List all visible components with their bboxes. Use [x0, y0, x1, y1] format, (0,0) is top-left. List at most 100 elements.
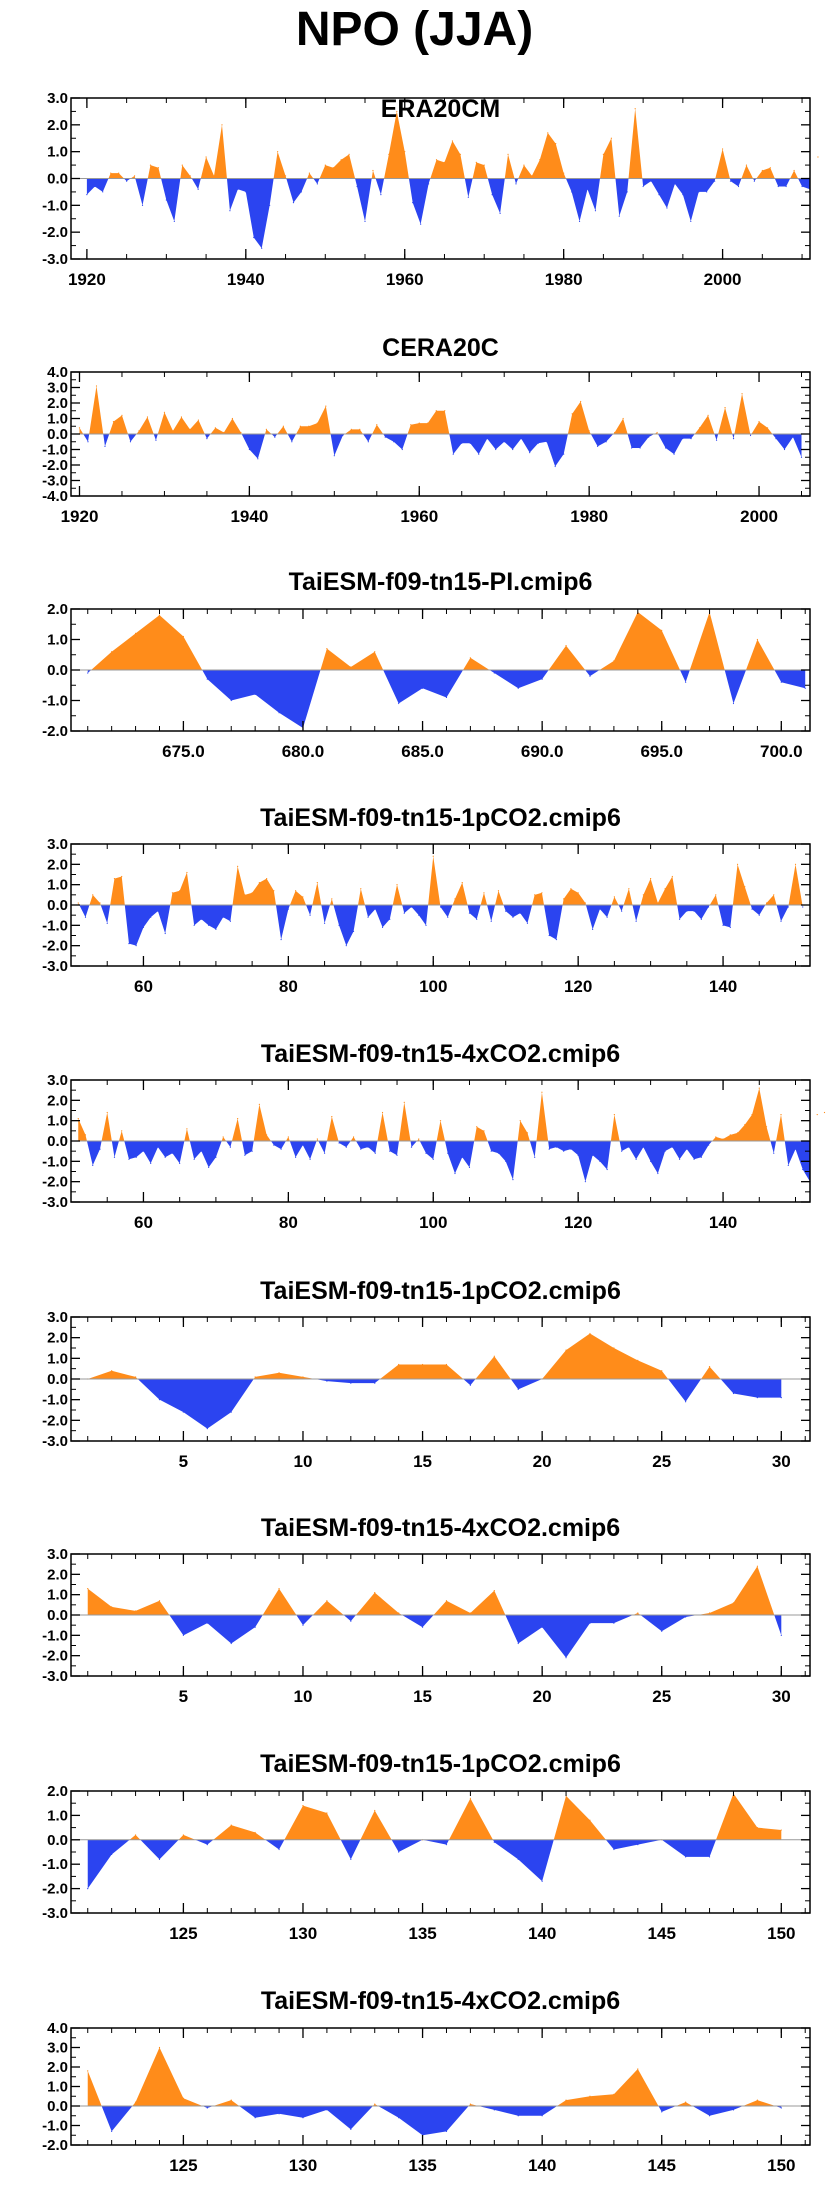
data-point: [685, 1616, 687, 1618]
x-tick-label: 675.0: [162, 742, 205, 761]
y-tick-label: -3.0: [42, 1668, 68, 1685]
x-tick-label: 695.0: [640, 742, 683, 761]
data-point: [614, 431, 616, 434]
data-point: [278, 712, 280, 714]
data-point: [766, 427, 769, 429]
data-point: [206, 1844, 208, 1846]
y-tick-label: 1.0: [47, 1807, 68, 1824]
data-point: [517, 687, 519, 689]
y-tick-label: 3.0: [47, 1546, 68, 1563]
y-tick-label: 1.0: [47, 877, 68, 894]
positive-area: [129, 1793, 782, 1840]
data-point: [432, 1158, 434, 1160]
data-point: [251, 1150, 253, 1152]
data-point: [326, 1600, 328, 1602]
data-point: [78, 427, 81, 429]
data-point: [208, 924, 210, 926]
data-point: [570, 888, 572, 890]
data-point: [157, 1146, 159, 1148]
data-point: [316, 882, 318, 884]
data-point: [637, 1612, 639, 1614]
data-point: [420, 223, 422, 225]
data-point: [547, 132, 549, 134]
data-point: [751, 908, 753, 910]
y-tick-label: 0.0: [47, 426, 68, 443]
data-point: [254, 2117, 256, 2119]
positive-area: [78, 856, 803, 905]
data-point: [602, 153, 605, 155]
data-point: [158, 1600, 161, 1602]
data-point: [244, 894, 246, 896]
data-point: [459, 153, 461, 155]
negative-area-group: [87, 1839, 716, 1889]
positive-area-group: [87, 2047, 782, 2106]
data-point: [541, 678, 543, 680]
data-point: [661, 2111, 663, 2113]
data-point: [182, 2097, 184, 2099]
data-point: [634, 108, 636, 110]
x-tick-label: 145: [648, 1924, 676, 1943]
data-point: [599, 1160, 601, 1162]
data-point: [142, 1150, 145, 1152]
data-point: [613, 1622, 615, 1624]
data-point: [493, 1590, 495, 1592]
data-point: [505, 1160, 507, 1162]
data-point: [106, 922, 108, 924]
data-point: [398, 702, 400, 705]
data-point: [99, 902, 101, 904]
data-point: [121, 414, 123, 416]
positive-area: [87, 612, 806, 670]
data-point: [443, 161, 446, 163]
data-point: [765, 1126, 768, 1128]
data-point: [182, 1634, 184, 1636]
y-tick-label: 3.0: [47, 1072, 68, 1089]
data-point: [356, 185, 358, 188]
data-point: [134, 1610, 137, 1612]
data-point: [787, 1164, 789, 1166]
data-point: [478, 453, 480, 455]
data-point: [360, 1148, 362, 1150]
data-point: [302, 2117, 304, 2119]
data-point: [380, 194, 382, 196]
data-point: [732, 702, 735, 705]
data-point: [410, 424, 412, 426]
y-tick-label: 1.0: [47, 1350, 68, 1367]
data-point: [164, 932, 166, 935]
y-tick-label: 0.0: [47, 897, 68, 914]
data-point: [237, 188, 239, 190]
y-tick-label: -2.0: [42, 1412, 68, 1429]
data-point: [594, 210, 597, 212]
data-point: [671, 1146, 673, 1148]
data-point: [626, 191, 628, 193]
data-point: [722, 1138, 724, 1140]
data-point: [134, 1376, 137, 1378]
panel-title: CERA20C: [382, 334, 499, 362]
y-tick-label: 3.0: [47, 2040, 68, 2057]
data-point: [661, 629, 663, 631]
data-point: [761, 169, 763, 172]
data-point: [613, 1113, 615, 1116]
data-point: [563, 898, 565, 900]
positive-area-group: [87, 1566, 782, 1615]
data-point: [99, 1148, 101, 1150]
data-point: [445, 696, 448, 699]
data-point: [110, 172, 112, 174]
data-point: [111, 1853, 113, 1856]
data-point: [589, 1622, 591, 1624]
data-point: [729, 926, 731, 928]
positive-area-group: [86, 108, 810, 179]
data-point: [374, 1809, 376, 1812]
y-tick-label: 0.0: [47, 171, 68, 188]
data-point: [421, 687, 424, 689]
data-point: [381, 1111, 384, 1114]
data-point: [715, 894, 717, 896]
data-point: [295, 1156, 297, 1158]
x-tick-label: 1920: [68, 270, 106, 289]
y-tick-label: 1.0: [47, 632, 68, 649]
data-point: [87, 1888, 89, 1890]
positive-area-group: [87, 1333, 782, 1379]
panel-title: TaiESM-f09-tn15-4xCO2.cmip6: [261, 1514, 620, 1542]
data-point: [664, 1150, 666, 1152]
data-point: [360, 888, 362, 890]
data-point: [352, 930, 355, 933]
